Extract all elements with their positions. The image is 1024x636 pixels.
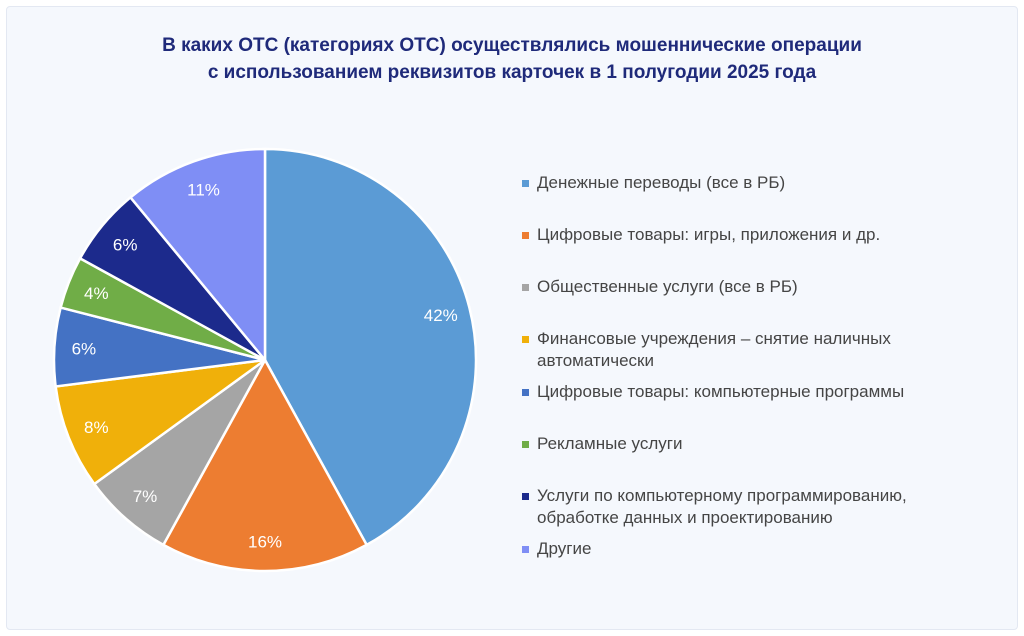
title-line-1: В каких ОТС (категориях ОТС) осуществлял…: [162, 35, 862, 56]
slice-data-label: 11%: [187, 180, 220, 199]
legend-label: Другие: [537, 539, 592, 558]
legend-item: Общественные услуги (все в РБ): [522, 276, 992, 298]
pie-slice: [54, 358, 266, 486]
chart-title: В каких ОТС (категориях ОТС) осуществлял…: [0, 32, 1024, 86]
title-line-2: с использованием реквизитов карточек в 1…: [207, 62, 817, 83]
legend-label: Цифровые товары: игры, приложения и др.: [537, 225, 881, 244]
legend-item: Финансовые учреждения – снятие наличных …: [522, 328, 992, 372]
legend-item: Цифровые товары: игры, приложения и др.: [522, 224, 992, 246]
legend-marker: [522, 284, 529, 291]
legend-label: Цифровые товары: компьютерные программы: [537, 382, 905, 401]
legend-item: Другие: [522, 538, 992, 560]
slice-data-label: 7%: [133, 487, 158, 506]
slice-data-label: 6%: [113, 235, 138, 254]
legend-item: Услуги по компьютерному программированию…: [522, 485, 992, 529]
legend-label: Денежные переводы (все в РБ): [537, 173, 786, 192]
legend-item: Денежные переводы (все в РБ): [522, 172, 992, 194]
legend-label: Услуги по компьютерному программированию…: [537, 486, 907, 527]
slice-data-label: 16%: [248, 532, 282, 551]
pie-slice: [263, 147, 478, 547]
pie-slice: [128, 147, 267, 364]
legend-marker: [522, 336, 529, 343]
legend-marker: [522, 180, 529, 187]
legend-marker: [522, 546, 529, 553]
legend-marker: [522, 389, 529, 396]
slice-data-label: 4%: [84, 284, 109, 303]
legend-label: Общественные услуги (все в РБ): [537, 277, 798, 296]
legend-label: Финансовые учреждения – снятие наличных …: [537, 329, 891, 370]
legend-marker: [522, 441, 529, 448]
slice-data-label: 42%: [424, 306, 458, 325]
legend-label: Рекламные услуги: [537, 434, 683, 453]
legend-marker: [522, 232, 529, 239]
legend-item: Цифровые товары: компьютерные программы: [522, 381, 992, 403]
slice-data-label: 6%: [72, 340, 97, 359]
legend-item: Рекламные услуги: [522, 433, 992, 455]
slice-data-label: 8%: [84, 418, 109, 437]
pie-slice: [161, 357, 369, 573]
legend-marker: [522, 493, 529, 500]
